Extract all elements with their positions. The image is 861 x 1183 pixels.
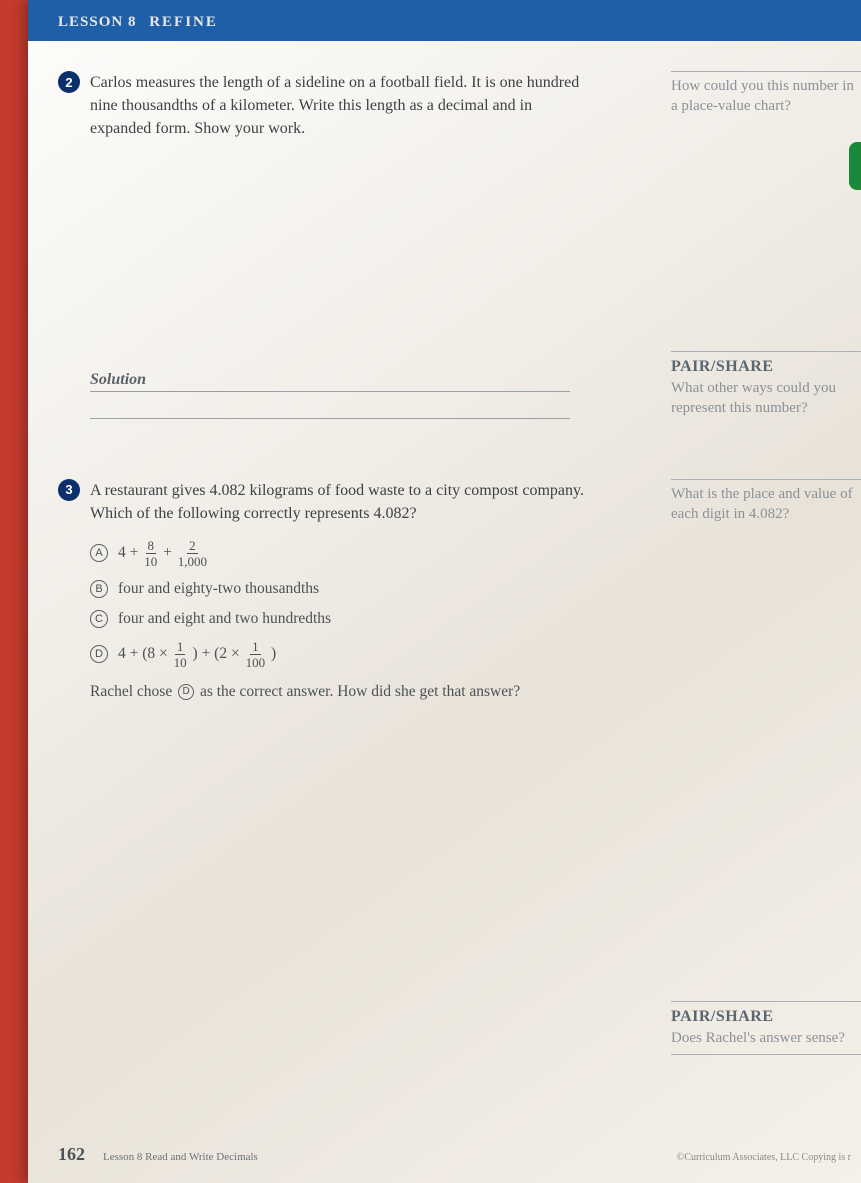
hint-q2-text: How could you this number in a place-val…: [671, 76, 861, 117]
option-letter: B: [90, 580, 108, 598]
solution-area: Solution: [90, 371, 570, 419]
problem-3-text: A restaurant gives 4.082 kilograms of fo…: [90, 479, 590, 525]
option-a-math: 4 + 810 + 21,000: [118, 539, 209, 568]
fraction: 21,000: [178, 539, 207, 568]
pair-share-title: PAIR/SHARE: [671, 356, 861, 378]
pair-share-q3: PAIR/SHARE Does Rachel's answer sense?: [671, 1001, 861, 1055]
fraction: 110: [174, 640, 187, 669]
pair-share-body: Does Rachel's answer sense?: [671, 1028, 861, 1048]
hint-q3: What is the place and value of each digi…: [671, 479, 861, 525]
page-footer: 162 Lesson 8 Read and Write Decimals ©Cu…: [58, 1144, 851, 1165]
copyright: ©Curriculum Associates, LLC Copying is r: [677, 1152, 851, 1163]
pair-share-title: PAIR/SHARE: [671, 1006, 861, 1028]
lesson-label: LESSON 8: [58, 14, 136, 30]
hint-q2: How could you this number in a place-val…: [671, 71, 861, 117]
content-area: 2 Carlos measures the length of a sideli…: [28, 41, 861, 703]
pair-share-body: What other ways could you represent this…: [671, 378, 861, 419]
problem-number-badge: 2: [58, 71, 80, 93]
option-b[interactable]: B four and eighty-two thousandths: [90, 580, 861, 598]
fraction: 810: [144, 539, 157, 568]
option-c[interactable]: C four and eight and two hundredths: [90, 610, 861, 628]
footer-left: 162 Lesson 8 Read and Write Decimals: [58, 1144, 258, 1165]
option-letter: D: [90, 645, 108, 663]
footer-lesson: Lesson 8 Read and Write Decimals: [103, 1151, 258, 1163]
rachel-question: Rachel chose D as the correct answer. Ho…: [90, 681, 570, 703]
inline-option-d: D: [178, 684, 194, 700]
solution-line-1[interactable]: Solution: [90, 371, 570, 392]
hint-q3-text: What is the place and value of each digi…: [671, 484, 861, 525]
option-d[interactable]: D 4 + (8 × 110 ) + (2 × 1100 ): [90, 640, 861, 669]
option-b-text: four and eighty-two thousandths: [118, 580, 319, 598]
pair-share-q2: PAIR/SHARE What other ways could you rep…: [671, 351, 861, 418]
page-number: 162: [58, 1144, 85, 1164]
lesson-header: LESSON 8 REFINE: [28, 0, 861, 41]
option-letter: C: [90, 610, 108, 628]
option-c-text: four and eight and two hundredths: [118, 610, 331, 628]
solution-label: Solution: [90, 371, 146, 388]
worksheet-page: LESSON 8 REFINE 2 Carlos measures the le…: [28, 0, 861, 1183]
fraction: 1100: [246, 640, 266, 669]
problem-2-text: Carlos measures the length of a sideline…: [90, 71, 590, 141]
answer-options: A 4 + 810 + 21,000 B four and eighty-two…: [90, 539, 861, 669]
refine-label: REFINE: [149, 14, 218, 30]
option-a[interactable]: A 4 + 810 + 21,000: [90, 539, 861, 568]
option-d-math: 4 + (8 × 110 ) + (2 × 1100 ): [118, 640, 276, 669]
underline: [671, 1054, 861, 1055]
problem-number-badge: 3: [58, 479, 80, 501]
solution-line-2[interactable]: [90, 416, 570, 419]
option-letter: A: [90, 544, 108, 562]
